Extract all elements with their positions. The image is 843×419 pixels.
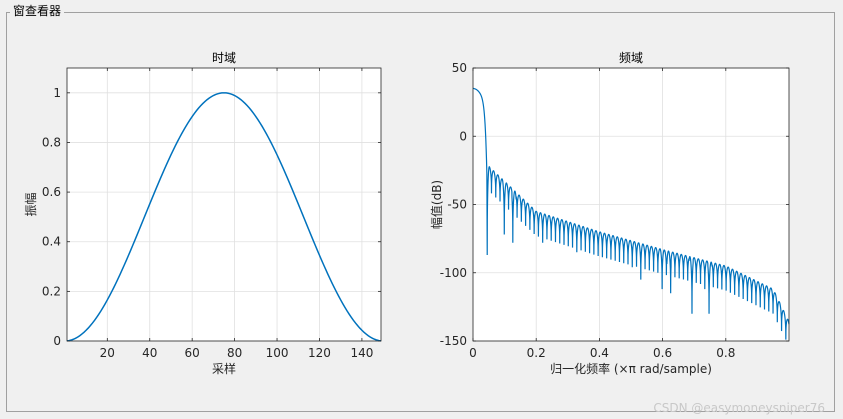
time-domain-xtick-label: 60: [185, 346, 200, 360]
time-domain-xtick-label: 140: [350, 346, 373, 360]
time-domain-xlabel: 采样: [212, 361, 236, 376]
time-domain-xtick-label: 120: [308, 346, 331, 360]
frequency-domain-series-line: [472, 87, 790, 340]
frequency-domain-ytick-label: -50: [447, 198, 467, 212]
frequency-domain-title: 频域: [619, 51, 643, 65]
time-domain-ytick-label: 0.8: [42, 135, 61, 149]
frequency-domain-xtick-label: 0.4: [590, 346, 609, 360]
time-domain-ytick-label: 1: [53, 86, 61, 100]
time-domain-xtick-label: 100: [266, 346, 289, 360]
time-domain-plot-area: [67, 68, 381, 341]
time-domain-ticks: 20 40 60 80 100 120 140 0 0.2 0.4 0.6 0.8 1: [42, 68, 381, 360]
csdn-watermark: CSDN @easymoneysniper76: [653, 401, 825, 415]
time-domain-axes-box: [66, 67, 382, 342]
time-domain-xtick-label: 40: [142, 346, 157, 360]
frequency-domain-xtick-label: 0.2: [527, 346, 546, 360]
frequency-domain-ytick-label: -150: [440, 334, 467, 348]
time-domain-series-line: [66, 92, 382, 342]
time-domain-ytick-label: 0.4: [42, 235, 61, 249]
time-domain-ytick-label: 0: [53, 334, 61, 348]
time-domain-ylabel: 振幅: [23, 192, 38, 216]
frequency-domain-ytick-label: 50: [452, 61, 467, 75]
time-domain-title: 时域: [212, 51, 236, 65]
time-domain-ytick-label: 0.6: [42, 185, 61, 199]
panel-title: 窗查看器: [10, 4, 65, 18]
time-domain-grid: [67, 68, 381, 342]
frequency-domain-ticks: 0 0.2 0.4 0.6 0.8 50 0 -50 -100 -150: [440, 61, 789, 360]
frequency-domain-ytick-label: -100: [440, 266, 467, 280]
time-domain-xtick-label: 20: [100, 346, 115, 360]
time-domain-xtick-label: 80: [227, 346, 242, 360]
frequency-domain-ytick-label: 0: [459, 129, 467, 143]
frequency-domain-axes[interactable]: 0 0.2 0.4 0.6 0.8 50 0 -50 -100 -150 频域 归一化频率 (×π…: [429, 51, 790, 376]
frequency-domain-xtick-label: 0.8: [716, 346, 735, 360]
frequency-domain-xtick-label: 0: [469, 346, 477, 360]
time-domain-axes[interactable]: 20 40 60 80 100 120 140 0 0.2 0.4 0.6 0.8 1 时域 采样 振幅: [23, 51, 382, 376]
frequency-domain-xlabel: 归一化频率 (×π rad/sample): [550, 361, 712, 376]
frequency-domain-xtick-label: 0.6: [653, 346, 672, 360]
time-domain-ytick-label: 0.2: [42, 284, 61, 298]
frequency-domain-ylabel: 幅值(dB): [429, 180, 444, 229]
